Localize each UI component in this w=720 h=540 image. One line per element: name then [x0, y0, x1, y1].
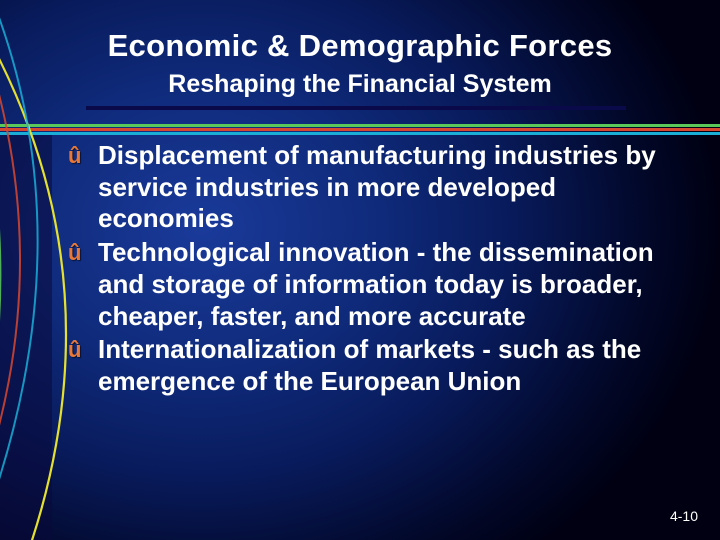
list-item: û Internationalization of markets - such… — [68, 334, 678, 397]
list-item: û Displacement of manufacturing industri… — [68, 140, 678, 235]
bullet-text: Internationalization of markets - such a… — [98, 334, 678, 397]
slide-subtitle: Reshaping the Financial System — [0, 70, 720, 99]
bullet-icon: û — [68, 334, 98, 366]
bullet-icon: û — [68, 237, 98, 269]
slide-number: 4-10 — [670, 508, 698, 524]
bullet-text: Displacement of manufacturing industries… — [98, 140, 678, 235]
bullet-icon: û — [68, 140, 98, 172]
slide: Economic & Demographic Forces Reshaping … — [0, 0, 720, 540]
slide-title: Economic & Demographic Forces — [0, 28, 720, 64]
bullet-text: Technological innovation - the dissemina… — [98, 237, 678, 332]
bullet-list: û Displacement of manufacturing industri… — [68, 140, 678, 400]
header: Economic & Demographic Forces Reshaping … — [0, 28, 720, 99]
list-item: û Technological innovation - the dissemi… — [68, 237, 678, 332]
title-underline — [86, 106, 626, 110]
